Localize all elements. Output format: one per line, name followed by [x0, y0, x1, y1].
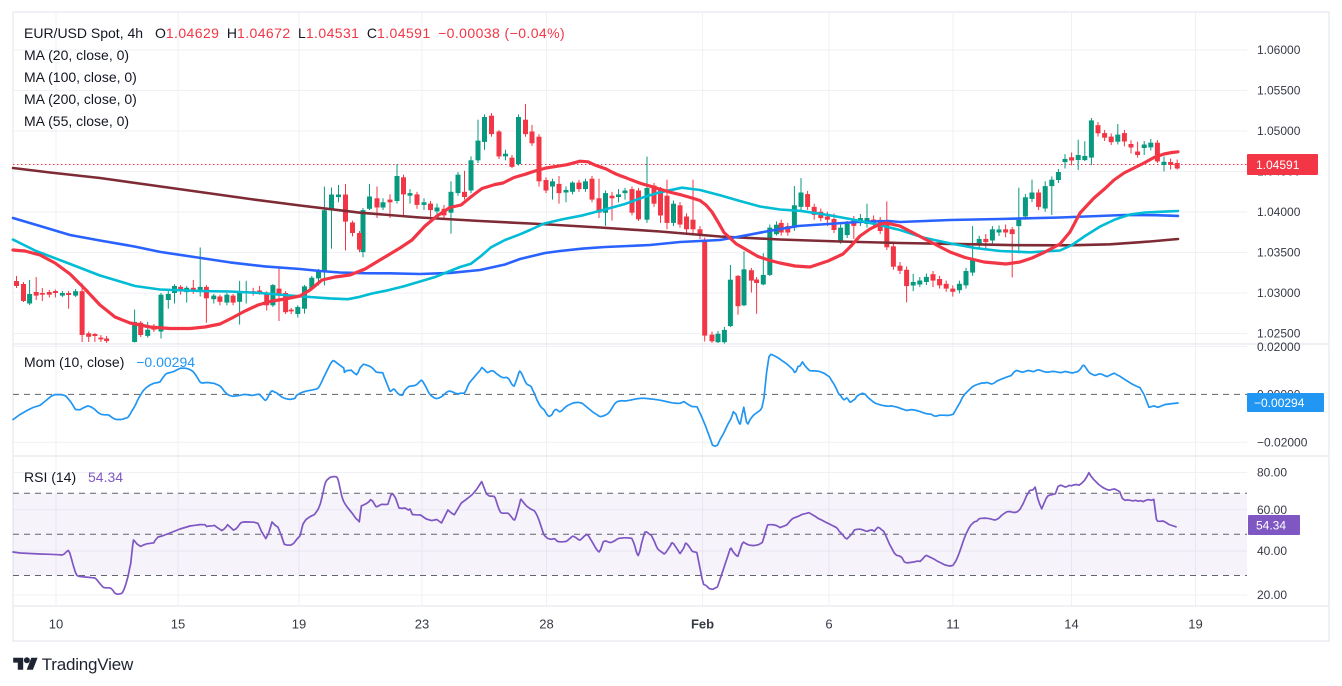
svg-text:0.02000: 0.02000 — [1257, 340, 1301, 354]
svg-text:TradingView: TradingView — [42, 655, 134, 674]
svg-text:6: 6 — [825, 617, 832, 632]
svg-text:1.04591: 1.04591 — [1256, 158, 1300, 172]
svg-text:1.05500: 1.05500 — [1257, 84, 1301, 98]
svg-text:19: 19 — [1188, 617, 1202, 632]
svg-text:1.03500: 1.03500 — [1257, 246, 1301, 260]
svg-text:−0.02000: −0.02000 — [1257, 436, 1308, 450]
svg-text:60.00: 60.00 — [1257, 503, 1287, 517]
svg-text:MA (200, close, 0): MA (200, close, 0) — [24, 91, 137, 107]
svg-text:Mom (10, close) −0.00294: Mom (10, close) −0.00294 — [24, 354, 195, 370]
svg-text:40.00: 40.00 — [1257, 544, 1287, 558]
svg-text:28: 28 — [539, 617, 553, 632]
svg-text:Feb: Feb — [691, 617, 714, 632]
svg-text:19: 19 — [292, 617, 306, 632]
svg-text:1.06000: 1.06000 — [1257, 43, 1301, 57]
svg-text:MA (20, close, 0): MA (20, close, 0) — [24, 47, 129, 63]
svg-text:MA (55, close, 0): MA (55, close, 0) — [24, 113, 129, 129]
svg-text:1.02500: 1.02500 — [1257, 327, 1301, 341]
svg-text:1.05000: 1.05000 — [1257, 124, 1301, 138]
svg-text:80.00: 80.00 — [1257, 466, 1287, 480]
svg-text:11: 11 — [946, 617, 960, 632]
svg-text:MA (100, close, 0): MA (100, close, 0) — [24, 69, 137, 85]
svg-text:20.00: 20.00 — [1257, 588, 1287, 602]
svg-text:RSI (14) 54.34: RSI (14) 54.34 — [24, 469, 123, 485]
svg-text:1.04000: 1.04000 — [1257, 205, 1301, 219]
svg-text:1.03000: 1.03000 — [1257, 286, 1301, 300]
svg-text:−0.00294: −0.00294 — [1254, 396, 1305, 410]
svg-text:14: 14 — [1064, 617, 1078, 632]
svg-text:54.34: 54.34 — [1256, 519, 1286, 533]
svg-text:15: 15 — [171, 617, 185, 632]
svg-text:23: 23 — [415, 617, 429, 632]
svg-text:10: 10 — [49, 617, 63, 632]
